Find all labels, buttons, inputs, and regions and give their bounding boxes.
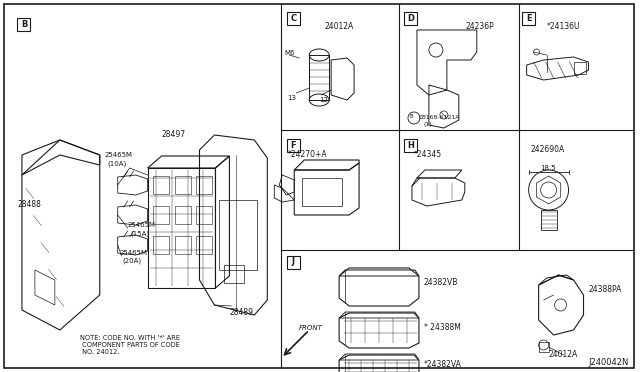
Bar <box>152 206 168 224</box>
Bar <box>404 138 417 151</box>
Text: 24012A: 24012A <box>324 22 353 31</box>
Text: 13: 13 <box>287 95 296 101</box>
Text: 08168-6121A: 08168-6121A <box>419 115 460 120</box>
Bar <box>287 12 300 25</box>
Text: 24012A: 24012A <box>548 350 578 359</box>
Text: H: H <box>408 141 414 150</box>
Bar <box>152 236 168 254</box>
Text: (1): (1) <box>424 122 433 127</box>
Text: 24236P: 24236P <box>466 22 495 31</box>
Text: M6: M6 <box>284 50 295 56</box>
Bar <box>404 12 417 25</box>
Text: *24136U: *24136U <box>547 22 580 31</box>
Text: B: B <box>20 19 27 29</box>
Bar <box>17 17 31 31</box>
Bar <box>309 55 329 100</box>
Bar <box>287 138 300 151</box>
Bar <box>220 200 257 270</box>
Bar <box>541 210 557 230</box>
Text: (10A): (10A) <box>108 160 127 167</box>
Bar <box>175 176 191 194</box>
Text: B: B <box>409 114 413 119</box>
Text: D: D <box>408 13 415 22</box>
Text: F: F <box>291 141 296 150</box>
Text: 28488: 28488 <box>18 200 42 209</box>
Text: C: C <box>290 13 296 22</box>
Text: 24382VB: 24382VB <box>424 278 458 287</box>
Text: NOTE: CODE NO. WITH '*' ARE
 COMPONENT PARTS OF CODE
 NO. 24012.: NOTE: CODE NO. WITH '*' ARE COMPONENT PA… <box>80 335 180 355</box>
Bar <box>152 176 168 194</box>
Text: 25465M: 25465M <box>127 222 156 228</box>
Bar <box>196 206 212 224</box>
Text: J240042N: J240042N <box>589 358 629 367</box>
Text: 25465M: 25465M <box>105 152 132 158</box>
Text: *24382VA: *24382VA <box>424 360 462 369</box>
Text: J: J <box>292 257 295 266</box>
Text: * 24388M: * 24388M <box>424 323 461 332</box>
Bar <box>196 176 212 194</box>
Text: 28497: 28497 <box>161 130 186 139</box>
Text: 12: 12 <box>319 97 328 103</box>
Bar <box>287 256 300 269</box>
Text: (20A): (20A) <box>123 258 142 264</box>
Text: *24345: *24345 <box>414 150 442 159</box>
Bar <box>196 236 212 254</box>
Bar <box>302 178 342 206</box>
Bar <box>522 12 535 25</box>
Text: 24388PA: 24388PA <box>589 285 622 294</box>
Bar <box>225 265 244 283</box>
Text: E: E <box>526 13 531 22</box>
Bar <box>175 236 191 254</box>
Text: 28489: 28489 <box>229 308 253 317</box>
Text: *24270+A: *24270+A <box>287 150 327 159</box>
Bar <box>175 206 191 224</box>
Bar <box>539 342 548 352</box>
Text: 25465M: 25465M <box>120 250 148 256</box>
Bar <box>573 62 586 74</box>
Text: (15A): (15A) <box>131 230 150 237</box>
Text: 18.5: 18.5 <box>541 165 556 171</box>
Text: 242690A: 242690A <box>531 145 565 154</box>
Text: FRONT: FRONT <box>300 325 323 331</box>
